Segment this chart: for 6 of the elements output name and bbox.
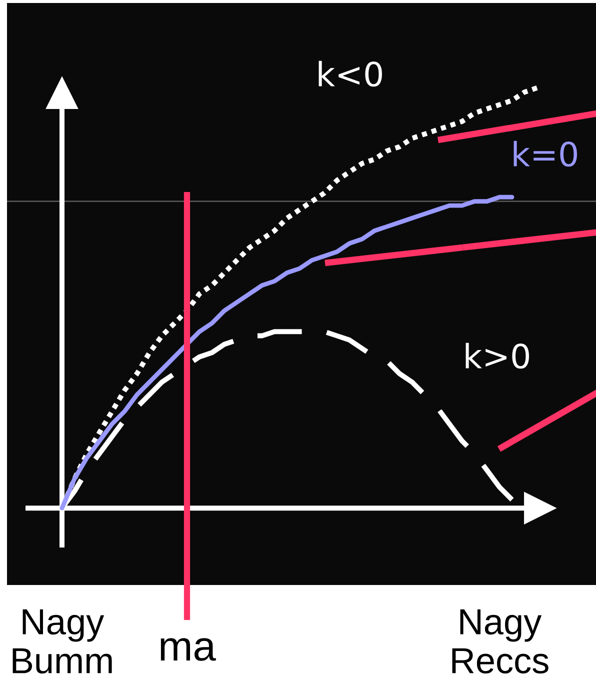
series-label: k=0 bbox=[514, 140, 578, 167]
x-tick-label: ma bbox=[160, 638, 216, 661]
series-label: k>0 bbox=[466, 342, 530, 369]
x-tick-label: Nagy Reccs bbox=[452, 609, 548, 674]
x-tick-label: Nagy Bumm bbox=[12, 609, 112, 674]
series-label: k<0 bbox=[318, 60, 382, 87]
